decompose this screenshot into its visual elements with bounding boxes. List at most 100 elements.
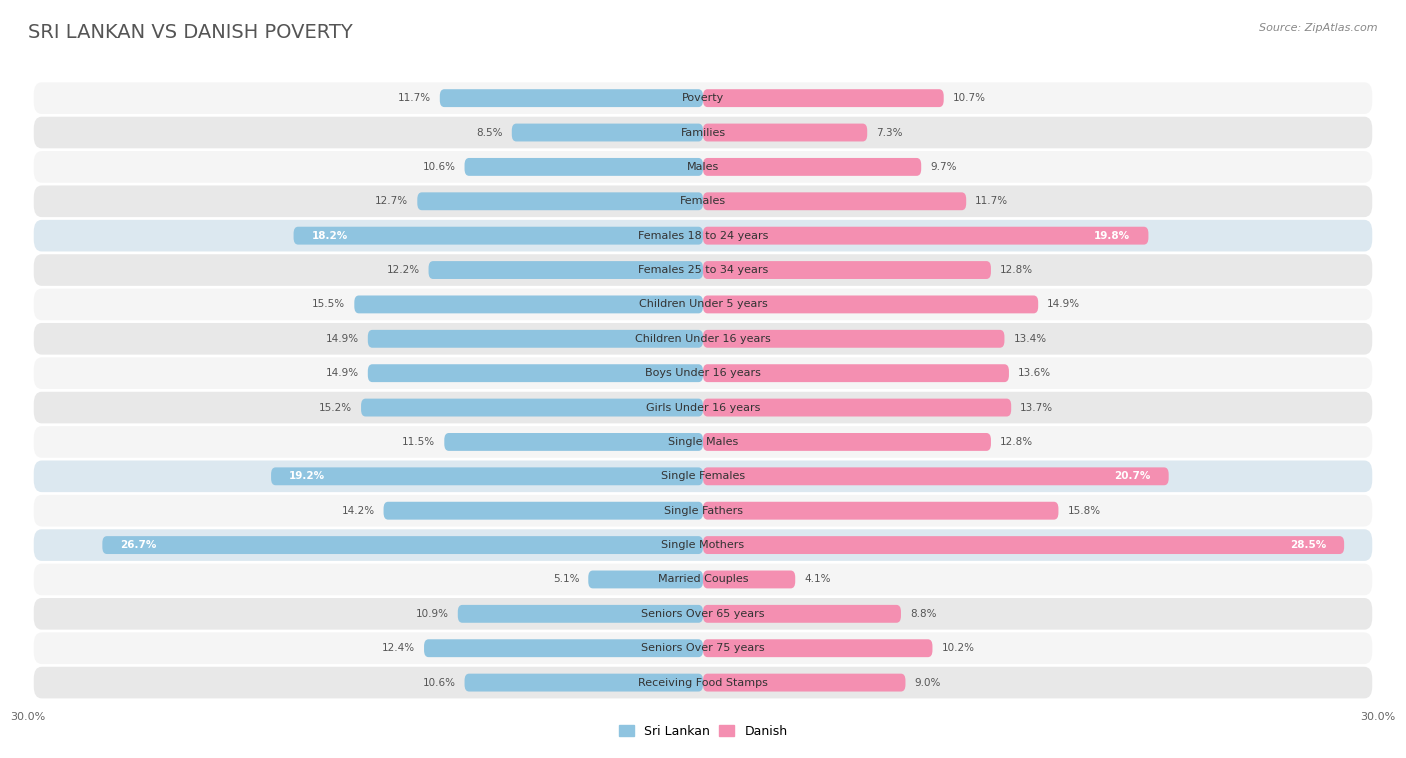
FancyBboxPatch shape (34, 598, 1372, 630)
FancyBboxPatch shape (294, 227, 703, 245)
FancyBboxPatch shape (588, 571, 703, 588)
Text: 9.7%: 9.7% (931, 162, 956, 172)
Text: 12.7%: 12.7% (375, 196, 408, 206)
Text: Families: Families (681, 127, 725, 137)
Text: Children Under 5 years: Children Under 5 years (638, 299, 768, 309)
Text: 13.4%: 13.4% (1014, 334, 1046, 344)
FancyBboxPatch shape (34, 151, 1372, 183)
Text: 13.7%: 13.7% (1021, 402, 1053, 412)
FancyBboxPatch shape (512, 124, 703, 142)
FancyBboxPatch shape (703, 639, 932, 657)
Text: 8.8%: 8.8% (910, 609, 936, 619)
Text: 4.1%: 4.1% (804, 575, 831, 584)
FancyBboxPatch shape (361, 399, 703, 416)
Text: 18.2%: 18.2% (312, 230, 347, 240)
FancyBboxPatch shape (440, 89, 703, 107)
Text: 8.5%: 8.5% (477, 127, 503, 137)
FancyBboxPatch shape (464, 674, 703, 691)
Text: Girls Under 16 years: Girls Under 16 years (645, 402, 761, 412)
FancyBboxPatch shape (703, 227, 1149, 245)
FancyBboxPatch shape (34, 667, 1372, 698)
FancyBboxPatch shape (703, 124, 868, 142)
Text: 14.2%: 14.2% (342, 506, 374, 515)
FancyBboxPatch shape (703, 193, 966, 210)
FancyBboxPatch shape (703, 536, 1344, 554)
FancyBboxPatch shape (703, 399, 1011, 416)
Text: 12.4%: 12.4% (382, 644, 415, 653)
FancyBboxPatch shape (458, 605, 703, 623)
Text: Seniors Over 75 years: Seniors Over 75 years (641, 644, 765, 653)
FancyBboxPatch shape (354, 296, 703, 313)
FancyBboxPatch shape (703, 89, 943, 107)
FancyBboxPatch shape (34, 426, 1372, 458)
FancyBboxPatch shape (464, 158, 703, 176)
Legend: Sri Lankan, Danish: Sri Lankan, Danish (613, 720, 793, 743)
FancyBboxPatch shape (703, 605, 901, 623)
FancyBboxPatch shape (703, 158, 921, 176)
FancyBboxPatch shape (703, 296, 1038, 313)
Text: 11.7%: 11.7% (398, 93, 430, 103)
FancyBboxPatch shape (34, 632, 1372, 664)
Text: 28.5%: 28.5% (1289, 540, 1326, 550)
FancyBboxPatch shape (368, 365, 703, 382)
Text: Boys Under 16 years: Boys Under 16 years (645, 368, 761, 378)
FancyBboxPatch shape (34, 289, 1372, 320)
FancyBboxPatch shape (34, 323, 1372, 355)
FancyBboxPatch shape (34, 529, 1372, 561)
FancyBboxPatch shape (703, 261, 991, 279)
FancyBboxPatch shape (34, 254, 1372, 286)
FancyBboxPatch shape (34, 357, 1372, 389)
FancyBboxPatch shape (429, 261, 703, 279)
Text: 19.2%: 19.2% (290, 471, 325, 481)
FancyBboxPatch shape (34, 461, 1372, 492)
Text: 15.8%: 15.8% (1067, 506, 1101, 515)
FancyBboxPatch shape (34, 495, 1372, 527)
FancyBboxPatch shape (34, 186, 1372, 217)
FancyBboxPatch shape (384, 502, 703, 520)
Text: 15.2%: 15.2% (319, 402, 352, 412)
Text: 10.7%: 10.7% (953, 93, 986, 103)
Text: Poverty: Poverty (682, 93, 724, 103)
Text: Females 25 to 34 years: Females 25 to 34 years (638, 265, 768, 275)
Text: 7.3%: 7.3% (876, 127, 903, 137)
Text: 14.9%: 14.9% (326, 368, 359, 378)
Text: Males: Males (688, 162, 718, 172)
FancyBboxPatch shape (271, 468, 703, 485)
Text: 11.7%: 11.7% (976, 196, 1008, 206)
Text: 12.2%: 12.2% (387, 265, 419, 275)
FancyBboxPatch shape (703, 502, 1059, 520)
FancyBboxPatch shape (34, 220, 1372, 252)
Text: SRI LANKAN VS DANISH POVERTY: SRI LANKAN VS DANISH POVERTY (28, 23, 353, 42)
FancyBboxPatch shape (703, 365, 1010, 382)
FancyBboxPatch shape (703, 571, 796, 588)
Text: Children Under 16 years: Children Under 16 years (636, 334, 770, 344)
FancyBboxPatch shape (703, 433, 991, 451)
FancyBboxPatch shape (368, 330, 703, 348)
Text: 15.5%: 15.5% (312, 299, 346, 309)
FancyBboxPatch shape (703, 674, 905, 691)
Text: Single Females: Single Females (661, 471, 745, 481)
Text: 10.2%: 10.2% (942, 644, 974, 653)
Text: 11.5%: 11.5% (402, 437, 436, 447)
Text: 12.8%: 12.8% (1000, 265, 1033, 275)
FancyBboxPatch shape (34, 564, 1372, 595)
Text: 14.9%: 14.9% (326, 334, 359, 344)
Text: Receiving Food Stamps: Receiving Food Stamps (638, 678, 768, 688)
FancyBboxPatch shape (34, 83, 1372, 114)
Text: Single Mothers: Single Mothers (661, 540, 745, 550)
FancyBboxPatch shape (103, 536, 703, 554)
FancyBboxPatch shape (34, 117, 1372, 149)
Text: 12.8%: 12.8% (1000, 437, 1033, 447)
Text: 20.7%: 20.7% (1115, 471, 1150, 481)
FancyBboxPatch shape (703, 468, 1168, 485)
Text: 10.6%: 10.6% (423, 678, 456, 688)
Text: 19.8%: 19.8% (1094, 230, 1130, 240)
Text: 5.1%: 5.1% (553, 575, 579, 584)
Text: Source: ZipAtlas.com: Source: ZipAtlas.com (1260, 23, 1378, 33)
FancyBboxPatch shape (703, 330, 1004, 348)
FancyBboxPatch shape (444, 433, 703, 451)
Text: Females: Females (681, 196, 725, 206)
Text: 26.7%: 26.7% (121, 540, 156, 550)
Text: 9.0%: 9.0% (914, 678, 941, 688)
FancyBboxPatch shape (425, 639, 703, 657)
